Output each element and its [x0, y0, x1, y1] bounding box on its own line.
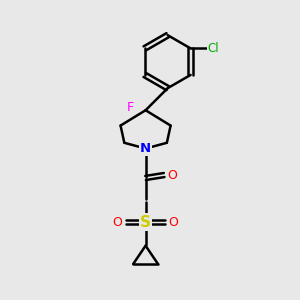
Text: Cl: Cl — [208, 42, 219, 55]
Text: N: N — [140, 142, 151, 155]
Text: O: O — [167, 169, 177, 182]
Text: O: O — [113, 216, 122, 229]
Text: S: S — [140, 214, 151, 230]
Text: O: O — [169, 216, 178, 229]
Text: F: F — [127, 101, 134, 114]
